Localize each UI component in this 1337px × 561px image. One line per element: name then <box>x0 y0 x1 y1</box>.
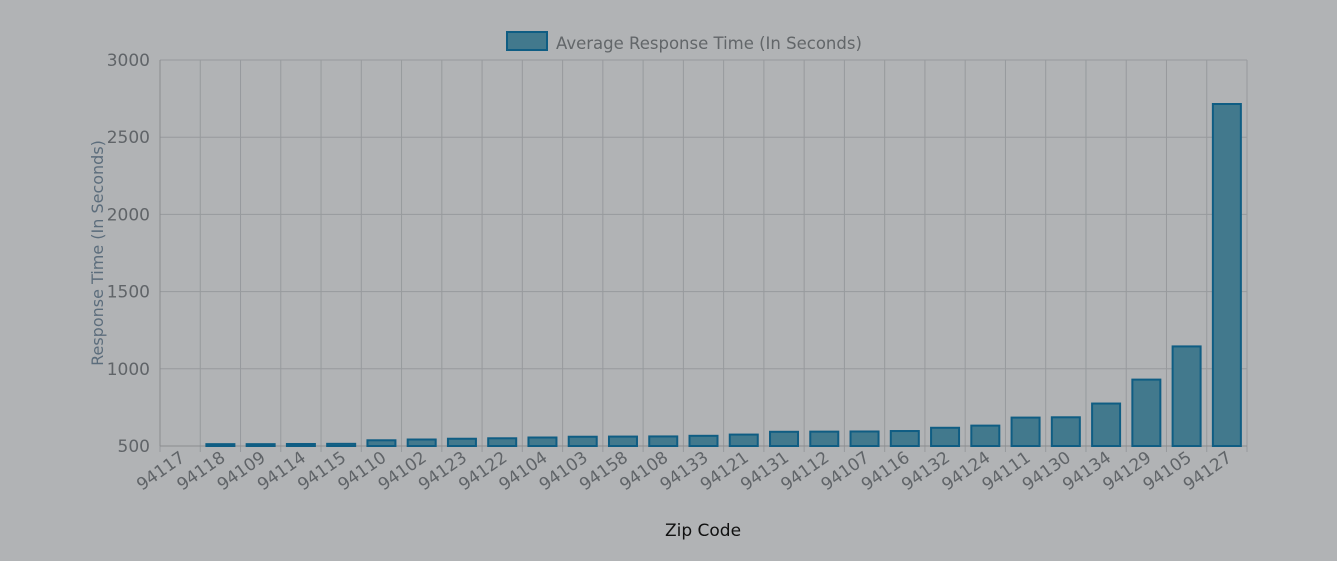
bar-94132[interactable] <box>930 426 961 447</box>
bar-94107[interactable] <box>849 430 880 447</box>
x-axis-label: Zip Code <box>665 521 741 541</box>
bar-94109[interactable] <box>245 443 276 447</box>
y-axis-label: Response Time (In Seconds) <box>88 140 107 366</box>
bar-94108[interactable] <box>648 435 679 447</box>
x-tick-labels: 9411794118941099411494115941109410294123… <box>133 448 1236 495</box>
y-tick-label: 2500 <box>107 128 150 148</box>
legend-swatch <box>506 31 548 51</box>
bar-94115[interactable] <box>326 442 357 448</box>
bar-94130[interactable] <box>1050 416 1081 447</box>
bar-94124[interactable] <box>970 424 1001 448</box>
bar-94131[interactable] <box>769 430 800 447</box>
legend-label: Average Response Time (In Seconds) <box>556 34 862 53</box>
y-tick-label: 1000 <box>107 360 150 380</box>
bars <box>205 103 1242 448</box>
bar-94105[interactable] <box>1171 345 1202 447</box>
bar-94158[interactable] <box>607 435 638 448</box>
bar-94121[interactable] <box>728 433 759 448</box>
y-tick-label: 3000 <box>107 51 150 71</box>
bar-94134[interactable] <box>1091 402 1122 448</box>
bar-94133[interactable] <box>688 434 719 448</box>
bar-94118[interactable] <box>205 443 236 447</box>
grid-lines <box>159 59 1248 452</box>
y-tick-labels: 500 1000 1500 2000 2500 3000 <box>107 51 150 457</box>
y-tick-label: 2000 <box>107 205 150 225</box>
bar-94127[interactable] <box>1211 103 1242 447</box>
axes <box>159 60 1247 447</box>
bar-94116[interactable] <box>889 430 920 447</box>
bar-94111[interactable] <box>1010 416 1041 447</box>
bar-94112[interactable] <box>809 430 840 448</box>
bar-94104[interactable] <box>527 436 558 447</box>
bar-94110[interactable] <box>366 439 397 448</box>
bar-94102[interactable] <box>406 438 437 447</box>
bar-94103[interactable] <box>567 435 598 447</box>
y-tick-label: 500 <box>118 437 150 457</box>
bar-94123[interactable] <box>446 437 477 447</box>
legend[interactable]: Average Response Time (In Seconds) <box>506 31 862 53</box>
y-tick-label: 1500 <box>107 283 150 303</box>
bar-94129[interactable] <box>1131 378 1162 447</box>
bar-94122[interactable] <box>487 437 518 447</box>
bar-94114[interactable] <box>285 442 316 447</box>
